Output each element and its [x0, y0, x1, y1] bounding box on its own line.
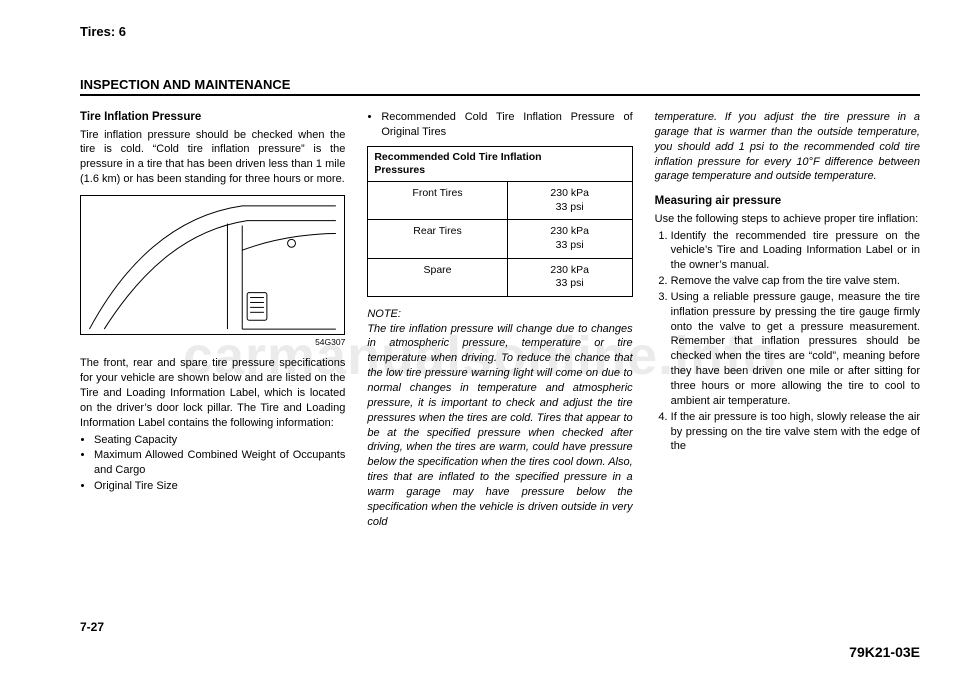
- document-code: 79K21-03E: [849, 644, 920, 660]
- column-1: Tire Inflation Pressure Tire inflation p…: [80, 110, 345, 529]
- note-heading: NOTE:: [367, 307, 632, 322]
- list-item: Seating Capacity: [94, 433, 345, 448]
- list-item: Remove the valve cap from the tire valve…: [671, 274, 920, 289]
- table-cell-label: Spare: [368, 259, 507, 296]
- table-cell-label: Front Tires: [368, 182, 507, 219]
- col2-top-bullet: Recommended Cold Tire Inflation Pressure…: [367, 110, 632, 140]
- list-item: Maximum Allowed Combined Weight of Occup…: [94, 448, 345, 478]
- table-header: Recommended Cold Tire Inflation Pressure…: [368, 147, 631, 182]
- value-line1: 230 kPa: [550, 187, 589, 199]
- value-line2: 33 psi: [556, 277, 584, 289]
- page-number: 7-27: [80, 620, 104, 634]
- top-label: Tires: 6: [80, 24, 920, 39]
- value-line2: 33 psi: [556, 201, 584, 213]
- list-item: Using a reliable pressure gauge, measure…: [671, 290, 920, 409]
- table-title-line1: Recommended Cold Tire Inflation: [374, 151, 541, 163]
- manual-page: carmanualsonline.info Tires: 6 INSPECTIO…: [0, 0, 960, 678]
- col1-bullet-list: Seating Capacity Maximum Allowed Combine…: [80, 433, 345, 494]
- door-pillar-svg: [81, 196, 344, 334]
- note-body: The tire inflation pressure will change …: [367, 322, 632, 530]
- illustration-caption: 54G307: [80, 337, 345, 348]
- table-cell-value: 230 kPa 33 psi: [508, 220, 632, 257]
- value-line1: 230 kPa: [550, 225, 589, 237]
- column-3: temperature. If you adjust the tire pres…: [655, 110, 920, 529]
- column-2: Recommended Cold Tire Inflation Pressure…: [367, 110, 632, 529]
- table-title-line2: Pressures: [374, 164, 425, 176]
- door-pillar-illustration: [80, 195, 345, 335]
- table-row: Spare 230 kPa 33 psi: [368, 259, 631, 296]
- col1-paragraph-1: Tire inflation pressure should be checke…: [80, 128, 345, 187]
- col1-paragraph-2: The front, rear and spare tire pressure …: [80, 356, 345, 430]
- col3-heading: Measuring air pressure: [655, 194, 920, 210]
- table-cell-value: 230 kPa 33 psi: [508, 182, 632, 219]
- table-row: Front Tires 230 kPa 33 psi: [368, 182, 631, 220]
- list-item: Recommended Cold Tire Inflation Pressure…: [381, 110, 632, 140]
- note-continuation: temperature. If you adjust the tire pres…: [655, 110, 920, 184]
- pressure-table: Recommended Cold Tire Inflation Pressure…: [367, 146, 632, 297]
- list-item: Identify the recommended tire pressure o…: [671, 229, 920, 274]
- col1-heading: Tire Inflation Pressure: [80, 110, 345, 126]
- col3-intro: Use the following steps to achieve prope…: [655, 212, 920, 227]
- table-cell-label: Rear Tires: [368, 220, 507, 257]
- list-item: Original Tire Size: [94, 479, 345, 494]
- value-line1: 230 kPa: [550, 264, 589, 276]
- table-row: Rear Tires 230 kPa 33 psi: [368, 220, 631, 258]
- steps-list: Identify the recommended tire pressure o…: [655, 229, 920, 455]
- content-columns: Tire Inflation Pressure Tire inflation p…: [80, 110, 920, 529]
- value-line2: 33 psi: [556, 239, 584, 251]
- table-cell-value: 230 kPa 33 psi: [508, 259, 632, 296]
- list-item: If the air pressure is too high, slowly …: [671, 410, 920, 455]
- section-header: INSPECTION AND MAINTENANCE: [80, 77, 920, 96]
